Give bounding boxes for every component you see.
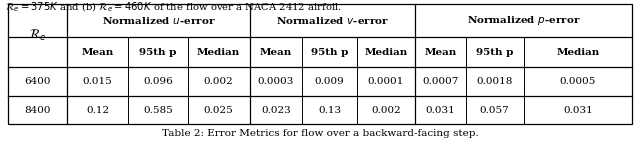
- Text: 0.096: 0.096: [143, 77, 173, 86]
- Text: Median: Median: [556, 48, 600, 57]
- Text: 0.12: 0.12: [86, 106, 109, 115]
- Text: 0.0001: 0.0001: [368, 77, 404, 86]
- Text: 0.585: 0.585: [143, 106, 173, 115]
- Text: Median: Median: [197, 48, 240, 57]
- Text: $\mathcal{R}_e = 375K$ and (b) $\mathcal{R}_e = 460K$ of the flow over a NACA 24: $\mathcal{R}_e = 375K$ and (b) $\mathcal…: [5, 1, 342, 14]
- Text: 0.025: 0.025: [204, 106, 234, 115]
- Text: 0.002: 0.002: [204, 77, 234, 86]
- Text: Median: Median: [364, 48, 408, 57]
- Text: 0.002: 0.002: [371, 106, 401, 115]
- Text: 0.0018: 0.0018: [477, 77, 513, 86]
- Text: 0.023: 0.023: [261, 106, 291, 115]
- Text: 0.0005: 0.0005: [560, 77, 596, 86]
- Text: 0.057: 0.057: [480, 106, 509, 115]
- Text: 95th p: 95th p: [476, 48, 513, 57]
- Text: 8400: 8400: [24, 106, 51, 115]
- Text: 0.13: 0.13: [318, 106, 341, 115]
- Text: Normalized $u$-error: Normalized $u$-error: [102, 15, 215, 26]
- Text: Table 2: Error Metrics for flow over a backward-facing step.: Table 2: Error Metrics for flow over a b…: [162, 129, 478, 138]
- Text: 0.009: 0.009: [315, 77, 344, 86]
- Text: 0.031: 0.031: [426, 106, 455, 115]
- Text: $\mathcal{R}_e$: $\mathcal{R}_e$: [29, 28, 46, 43]
- Text: Normalized $p$-error: Normalized $p$-error: [467, 14, 580, 27]
- Text: 95th p: 95th p: [139, 48, 177, 57]
- Text: 6400: 6400: [24, 77, 51, 86]
- Text: 95th p: 95th p: [311, 48, 348, 57]
- Text: 0.031: 0.031: [563, 106, 593, 115]
- Text: Normalized $v$-error: Normalized $v$-error: [276, 15, 388, 26]
- Text: Mean: Mean: [81, 48, 114, 57]
- Text: Mean: Mean: [260, 48, 292, 57]
- Text: 0.0007: 0.0007: [422, 77, 458, 86]
- Text: 0.015: 0.015: [83, 77, 113, 86]
- Text: Mean: Mean: [424, 48, 456, 57]
- Text: 0.0003: 0.0003: [258, 77, 294, 86]
